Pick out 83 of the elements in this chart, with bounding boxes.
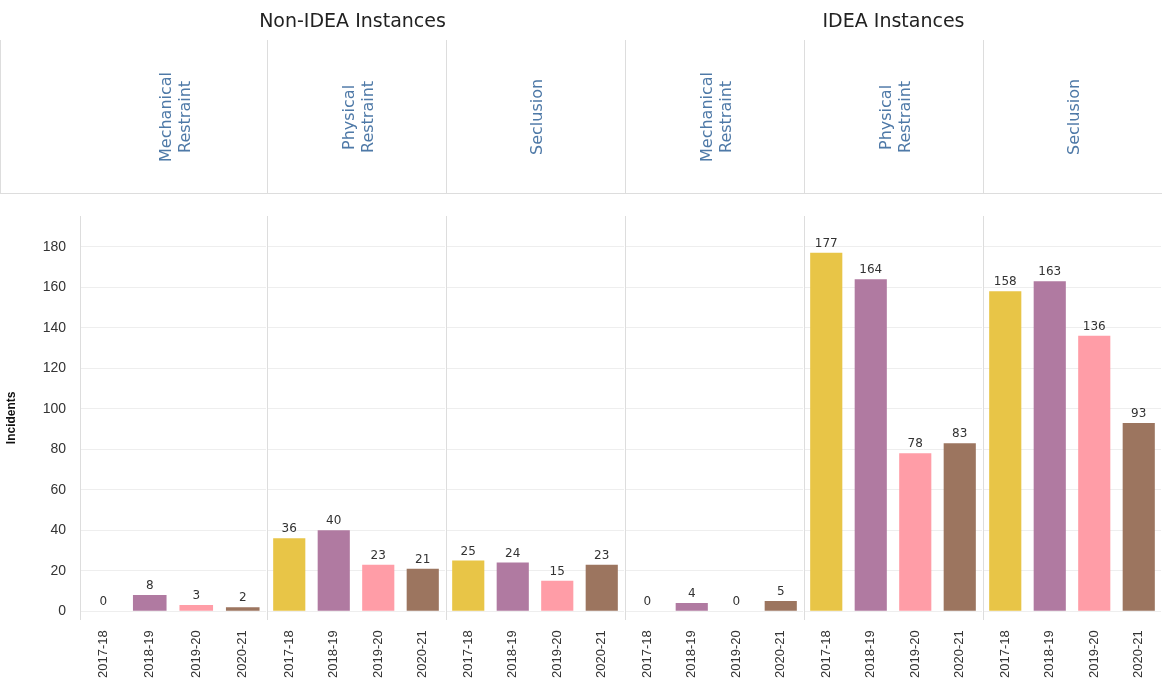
- data-label: 0: [732, 594, 741, 609]
- x-tick-label: 2017-18: [638, 630, 654, 679]
- x-tick-label: 2018-19: [862, 630, 878, 679]
- x-tick-label: 2019-20: [548, 630, 564, 679]
- x-tick-label: 2019-20: [187, 630, 203, 679]
- data-label: 164: [859, 262, 883, 277]
- data-label: 3: [192, 588, 201, 603]
- x-tick-label: 2018-19: [1041, 630, 1057, 679]
- bar: [1078, 335, 1111, 611]
- data-label: 93: [1131, 406, 1147, 421]
- bar: [943, 443, 976, 611]
- data-label: 21: [415, 551, 431, 566]
- chart-title: Physical Restraint: [338, 79, 377, 156]
- x-tick-label: 2020-21: [234, 630, 250, 679]
- data-label: 24: [505, 545, 521, 560]
- y-tick-label: 180: [42, 237, 67, 254]
- bar: [273, 538, 306, 611]
- x-tick-label: 2017-18: [459, 630, 475, 679]
- x-tick-label: 2019-20: [369, 630, 385, 679]
- data-label: 177: [814, 235, 838, 250]
- bar: [406, 568, 439, 611]
- y-tick-label: 120: [42, 359, 67, 376]
- y-axis-title: Incidents: [3, 391, 18, 445]
- data-label: 25: [460, 543, 476, 558]
- x-tick-label: 2017-18: [280, 630, 296, 679]
- data-label: 158: [993, 274, 1017, 289]
- bar: [810, 252, 843, 611]
- data-label: 23: [370, 547, 386, 562]
- data-label: 2: [238, 590, 247, 605]
- chart-title: Seclusion: [527, 77, 546, 158]
- bar: [1033, 281, 1066, 611]
- y-tick-label: 40: [50, 521, 67, 538]
- chart-title: Mechanical Restraint: [696, 71, 735, 164]
- x-tick-label: 2019-20: [1085, 630, 1101, 679]
- bar: [1122, 422, 1155, 611]
- bar: [585, 564, 618, 611]
- data-label: 15: [549, 563, 565, 578]
- bar: [899, 453, 932, 611]
- x-tick-label: 2017-18: [817, 630, 833, 679]
- y-tick-label: 140: [42, 318, 67, 335]
- y-tick-label: 160: [42, 278, 67, 295]
- chart-title: Seclusion: [1064, 77, 1083, 158]
- data-label: 163: [1038, 264, 1062, 279]
- bar: [317, 530, 350, 611]
- y-tick-label: 100: [42, 399, 67, 416]
- bar: [362, 564, 395, 611]
- x-tick-label: 2020-21: [414, 630, 430, 679]
- data-label: 136: [1082, 318, 1106, 333]
- data-label: 40: [326, 513, 342, 528]
- bar: [541, 580, 574, 611]
- data-label: 36: [281, 521, 297, 536]
- y-tick-label: 60: [50, 480, 67, 497]
- bar: [452, 560, 485, 611]
- bar: [496, 562, 529, 611]
- text: IDEA Instances: [821, 8, 966, 33]
- data-label: 0: [99, 594, 108, 609]
- x-tick-label: 2018-19: [504, 630, 520, 679]
- y-tick-label: 80: [50, 440, 67, 457]
- x-tick-label: 2020-21: [593, 630, 609, 679]
- data-label: 8: [145, 578, 154, 593]
- bar: [989, 291, 1022, 611]
- data-label: 5: [776, 584, 785, 599]
- x-tick-label: 2018-19: [325, 630, 341, 679]
- y-tick-label: 20: [50, 561, 67, 578]
- x-tick-label: 2018-19: [141, 630, 157, 679]
- x-tick-label: 2017-18: [94, 630, 110, 679]
- data-label: 83: [952, 426, 968, 441]
- data-label: 4: [687, 586, 696, 601]
- x-tick-label: 2017-18: [996, 630, 1012, 679]
- chart-title: Physical Restraint: [875, 79, 914, 156]
- data-label: 23: [594, 547, 610, 562]
- x-tick-label: 2018-19: [683, 630, 699, 679]
- x-tick-label: 2019-20: [727, 630, 743, 679]
- x-tick-label: 2019-20: [906, 630, 922, 679]
- data-label: 0: [643, 594, 652, 609]
- data-label: 78: [907, 436, 923, 451]
- bar: [854, 279, 887, 611]
- y-tick-label: 0: [58, 602, 67, 619]
- x-tick-label: 2020-21: [951, 630, 967, 679]
- x-tick-label: 2020-21: [1130, 630, 1146, 679]
- text: Non-IDEA Instances: [258, 8, 447, 33]
- x-tick-label: 2020-21: [772, 630, 788, 679]
- chart-title: Mechanical Restraint: [155, 71, 194, 164]
